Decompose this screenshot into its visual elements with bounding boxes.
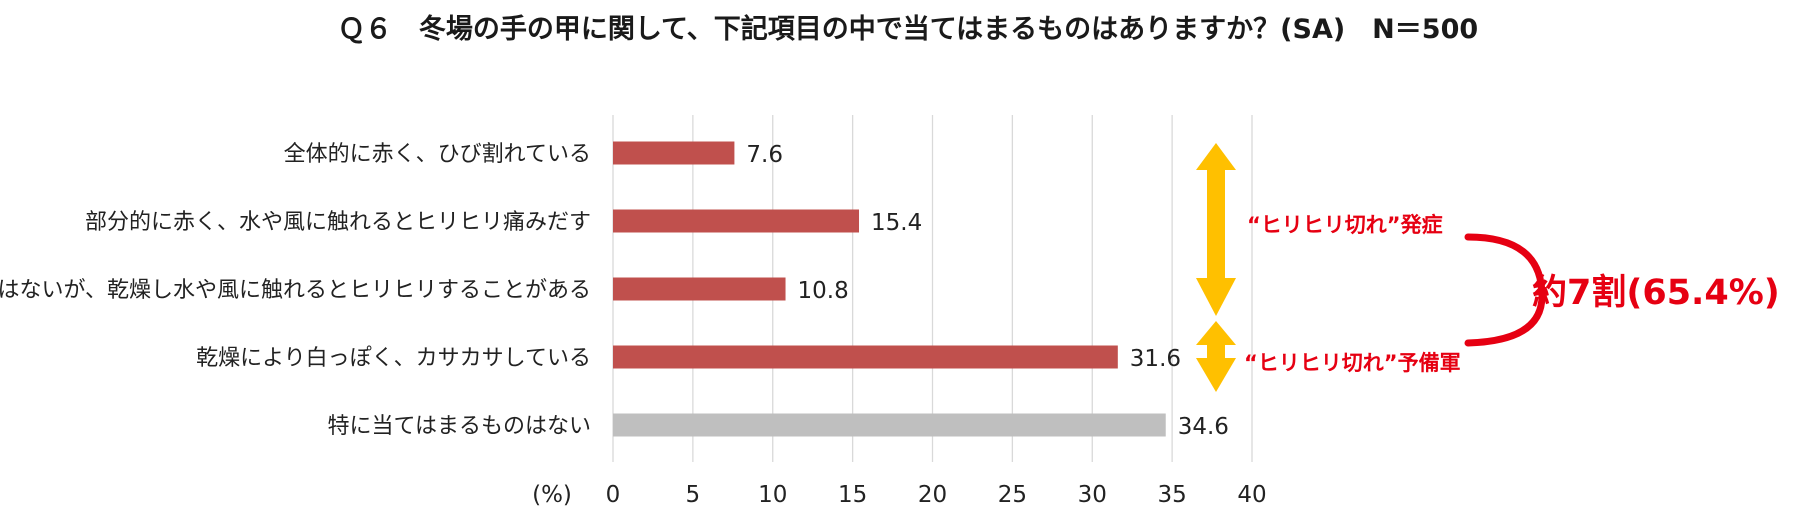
category-labels: 全体的に赤く、ひび割れている部分的に赤く、水や風に触れるとヒリヒリ痛みだす赤くは… — [0, 142, 591, 439]
group-reserve-label: “ヒリヒリ切れ”予備軍 — [1244, 351, 1461, 375]
category-label: 赤くはないが、乾燥し水や風に触れるとヒリヒリすることがある — [0, 278, 591, 303]
value-label: 7.6 — [746, 142, 783, 168]
chart-title: Ｑ６ 冬場の手の甲に関して、下記項目の中で当てはまるものはありますか？(SA) … — [338, 13, 1478, 45]
category-label: 部分的に赤く、水や風に触れるとヒリヒリ痛みだす — [85, 210, 591, 235]
arrow-down-head — [1196, 278, 1236, 316]
x-tick-label: 25 — [998, 482, 1027, 508]
value-label: 31.6 — [1130, 346, 1181, 372]
arrow-shaft — [1207, 344, 1225, 359]
bracket-arrows — [1196, 143, 1236, 392]
bar — [613, 345, 1118, 369]
bar — [613, 209, 860, 233]
x-axis-ticks: 0 5 10 15 20 25 30 35 40 — [606, 482, 1267, 508]
x-tick-label: 35 — [1157, 482, 1186, 508]
category-label: 乾燥により白っぽく、カサカサしている — [196, 346, 591, 371]
bar — [613, 277, 786, 301]
arrow-shaft — [1207, 169, 1225, 279]
value-label: 10.8 — [798, 278, 849, 304]
arrow-down-head — [1196, 358, 1236, 392]
grid-lines — [612, 115, 1253, 462]
bar — [613, 141, 735, 165]
category-label: 全体的に赤く、ひび割れている — [284, 142, 591, 167]
x-tick-label: 0 — [606, 482, 621, 508]
bars — [613, 141, 1166, 437]
value-label: 15.4 — [871, 210, 922, 236]
value-label: 34.6 — [1178, 414, 1229, 440]
total-ratio-label: 約7割(65.4%) — [1532, 273, 1780, 313]
x-tick-label: 30 — [1078, 482, 1107, 508]
arrow-up-head — [1196, 143, 1236, 170]
value-labels: 7.6 15.4 10.8 31.6 34.6 — [746, 142, 1229, 440]
arrow-up-head — [1196, 321, 1236, 345]
group-onset-label: “ヒリヒリ切れ”発症 — [1247, 213, 1443, 237]
bar — [613, 413, 1166, 437]
arrow-hiri-onset — [1196, 143, 1236, 316]
category-label: 特に当てはまるものはない — [327, 414, 591, 439]
x-tick-label: 20 — [918, 482, 947, 508]
x-tick-label: 10 — [758, 482, 787, 508]
x-tick-label: 5 — [686, 482, 701, 508]
arrow-hiri-reserve — [1196, 321, 1236, 392]
x-axis-unit: (%) — [532, 482, 572, 508]
x-tick-label: 40 — [1237, 482, 1266, 508]
x-tick-label: 15 — [838, 482, 867, 508]
red-bracket-curve — [1464, 233, 1546, 347]
